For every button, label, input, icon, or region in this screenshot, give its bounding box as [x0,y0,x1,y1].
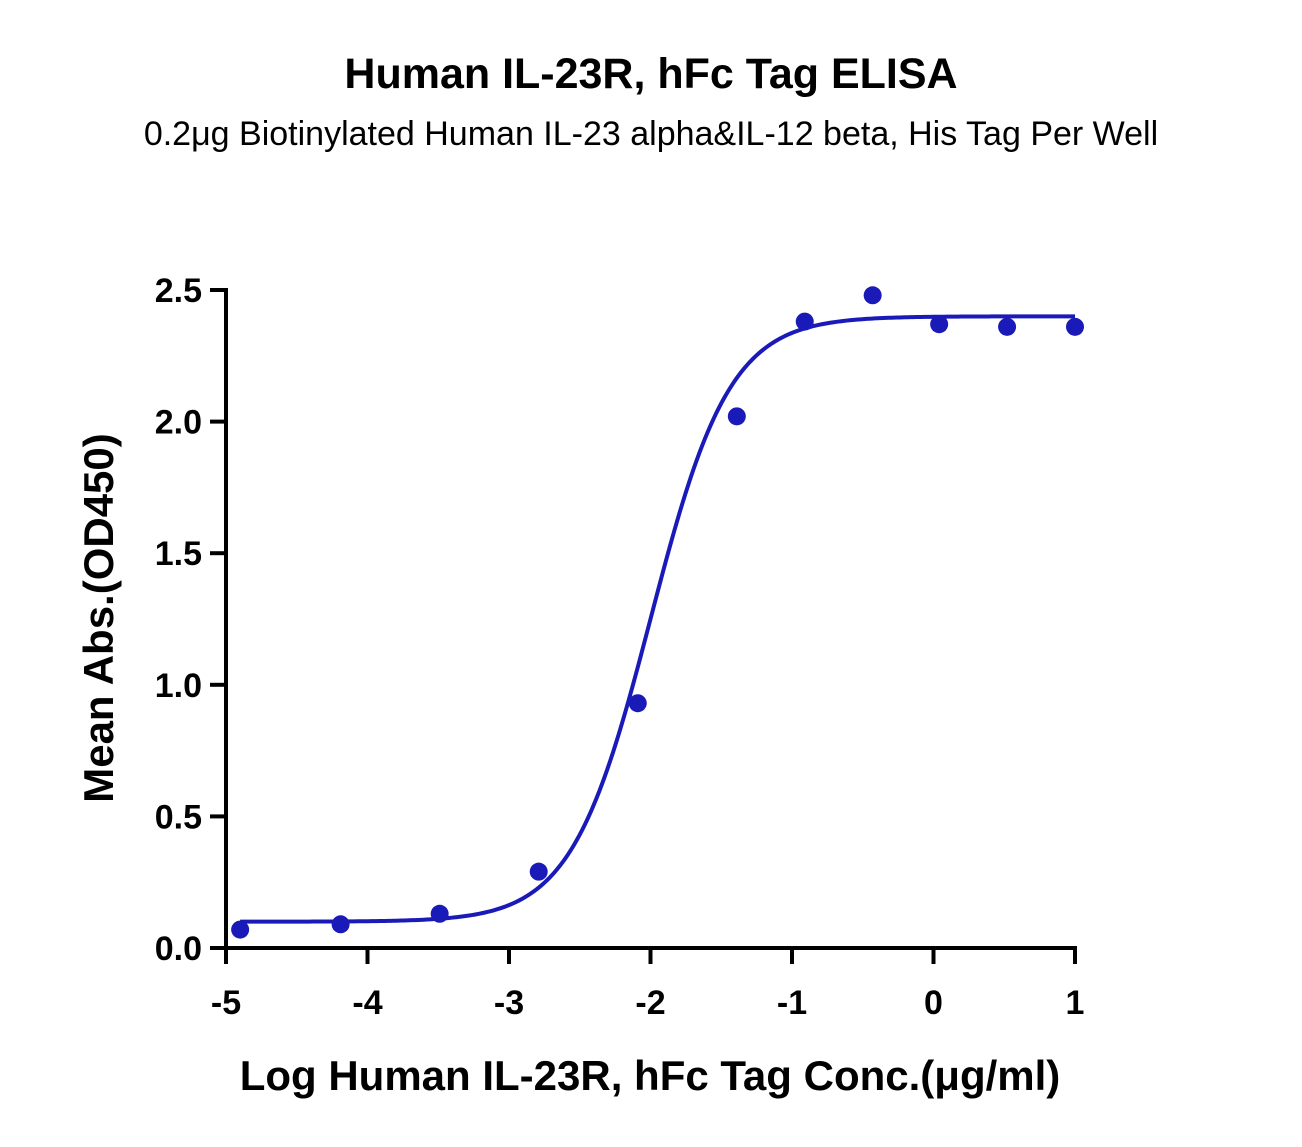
data-point [930,315,949,334]
chart-title: Human IL-23R, hFc Tag ELISA [344,50,958,98]
x-tick-label: -3 [494,984,524,1022]
y-tick-label: 0.5 [155,798,202,836]
y-axis-label: Mean Abs.(OD450) [75,433,122,803]
y-tick-label: 0.0 [155,930,202,968]
data-point [1066,317,1084,336]
data-point [863,286,882,305]
axes: 0.0 0.5 1.0 1.5 2.0 2.5 -5 -4 -3 -2 -1 0 1 [155,272,1085,1022]
fit-curve [240,314,1075,924]
data-point [529,862,548,881]
fit-curve-group [240,314,1075,924]
data-point [628,694,647,713]
x-tick-label: 0 [924,984,943,1022]
x-tick-label: -2 [635,984,665,1022]
x-tick-label: -5 [211,984,241,1022]
data-points [231,286,1084,939]
chart-subtitle: 0.2μg Biotinylated Human IL-23 alpha&IL-… [143,115,1159,153]
data-point [430,904,449,923]
data-point [727,407,746,426]
y-tick-label: 1.5 [155,535,202,573]
y-tick-label: 2.0 [155,404,202,442]
y-tick-label: 2.5 [155,272,202,310]
x-tick-label: 1 [1066,984,1085,1022]
y-tick-label: 1.0 [155,667,202,705]
x-tick-label: -1 [777,984,807,1022]
data-point [795,312,814,331]
data-point [231,920,250,939]
x-tick-label: -4 [352,984,382,1022]
x-axis-label: Log Human IL-23R, hFc Tag Conc.(μg/ml) [240,1052,1061,1099]
data-point [331,915,350,934]
data-point [998,317,1017,336]
